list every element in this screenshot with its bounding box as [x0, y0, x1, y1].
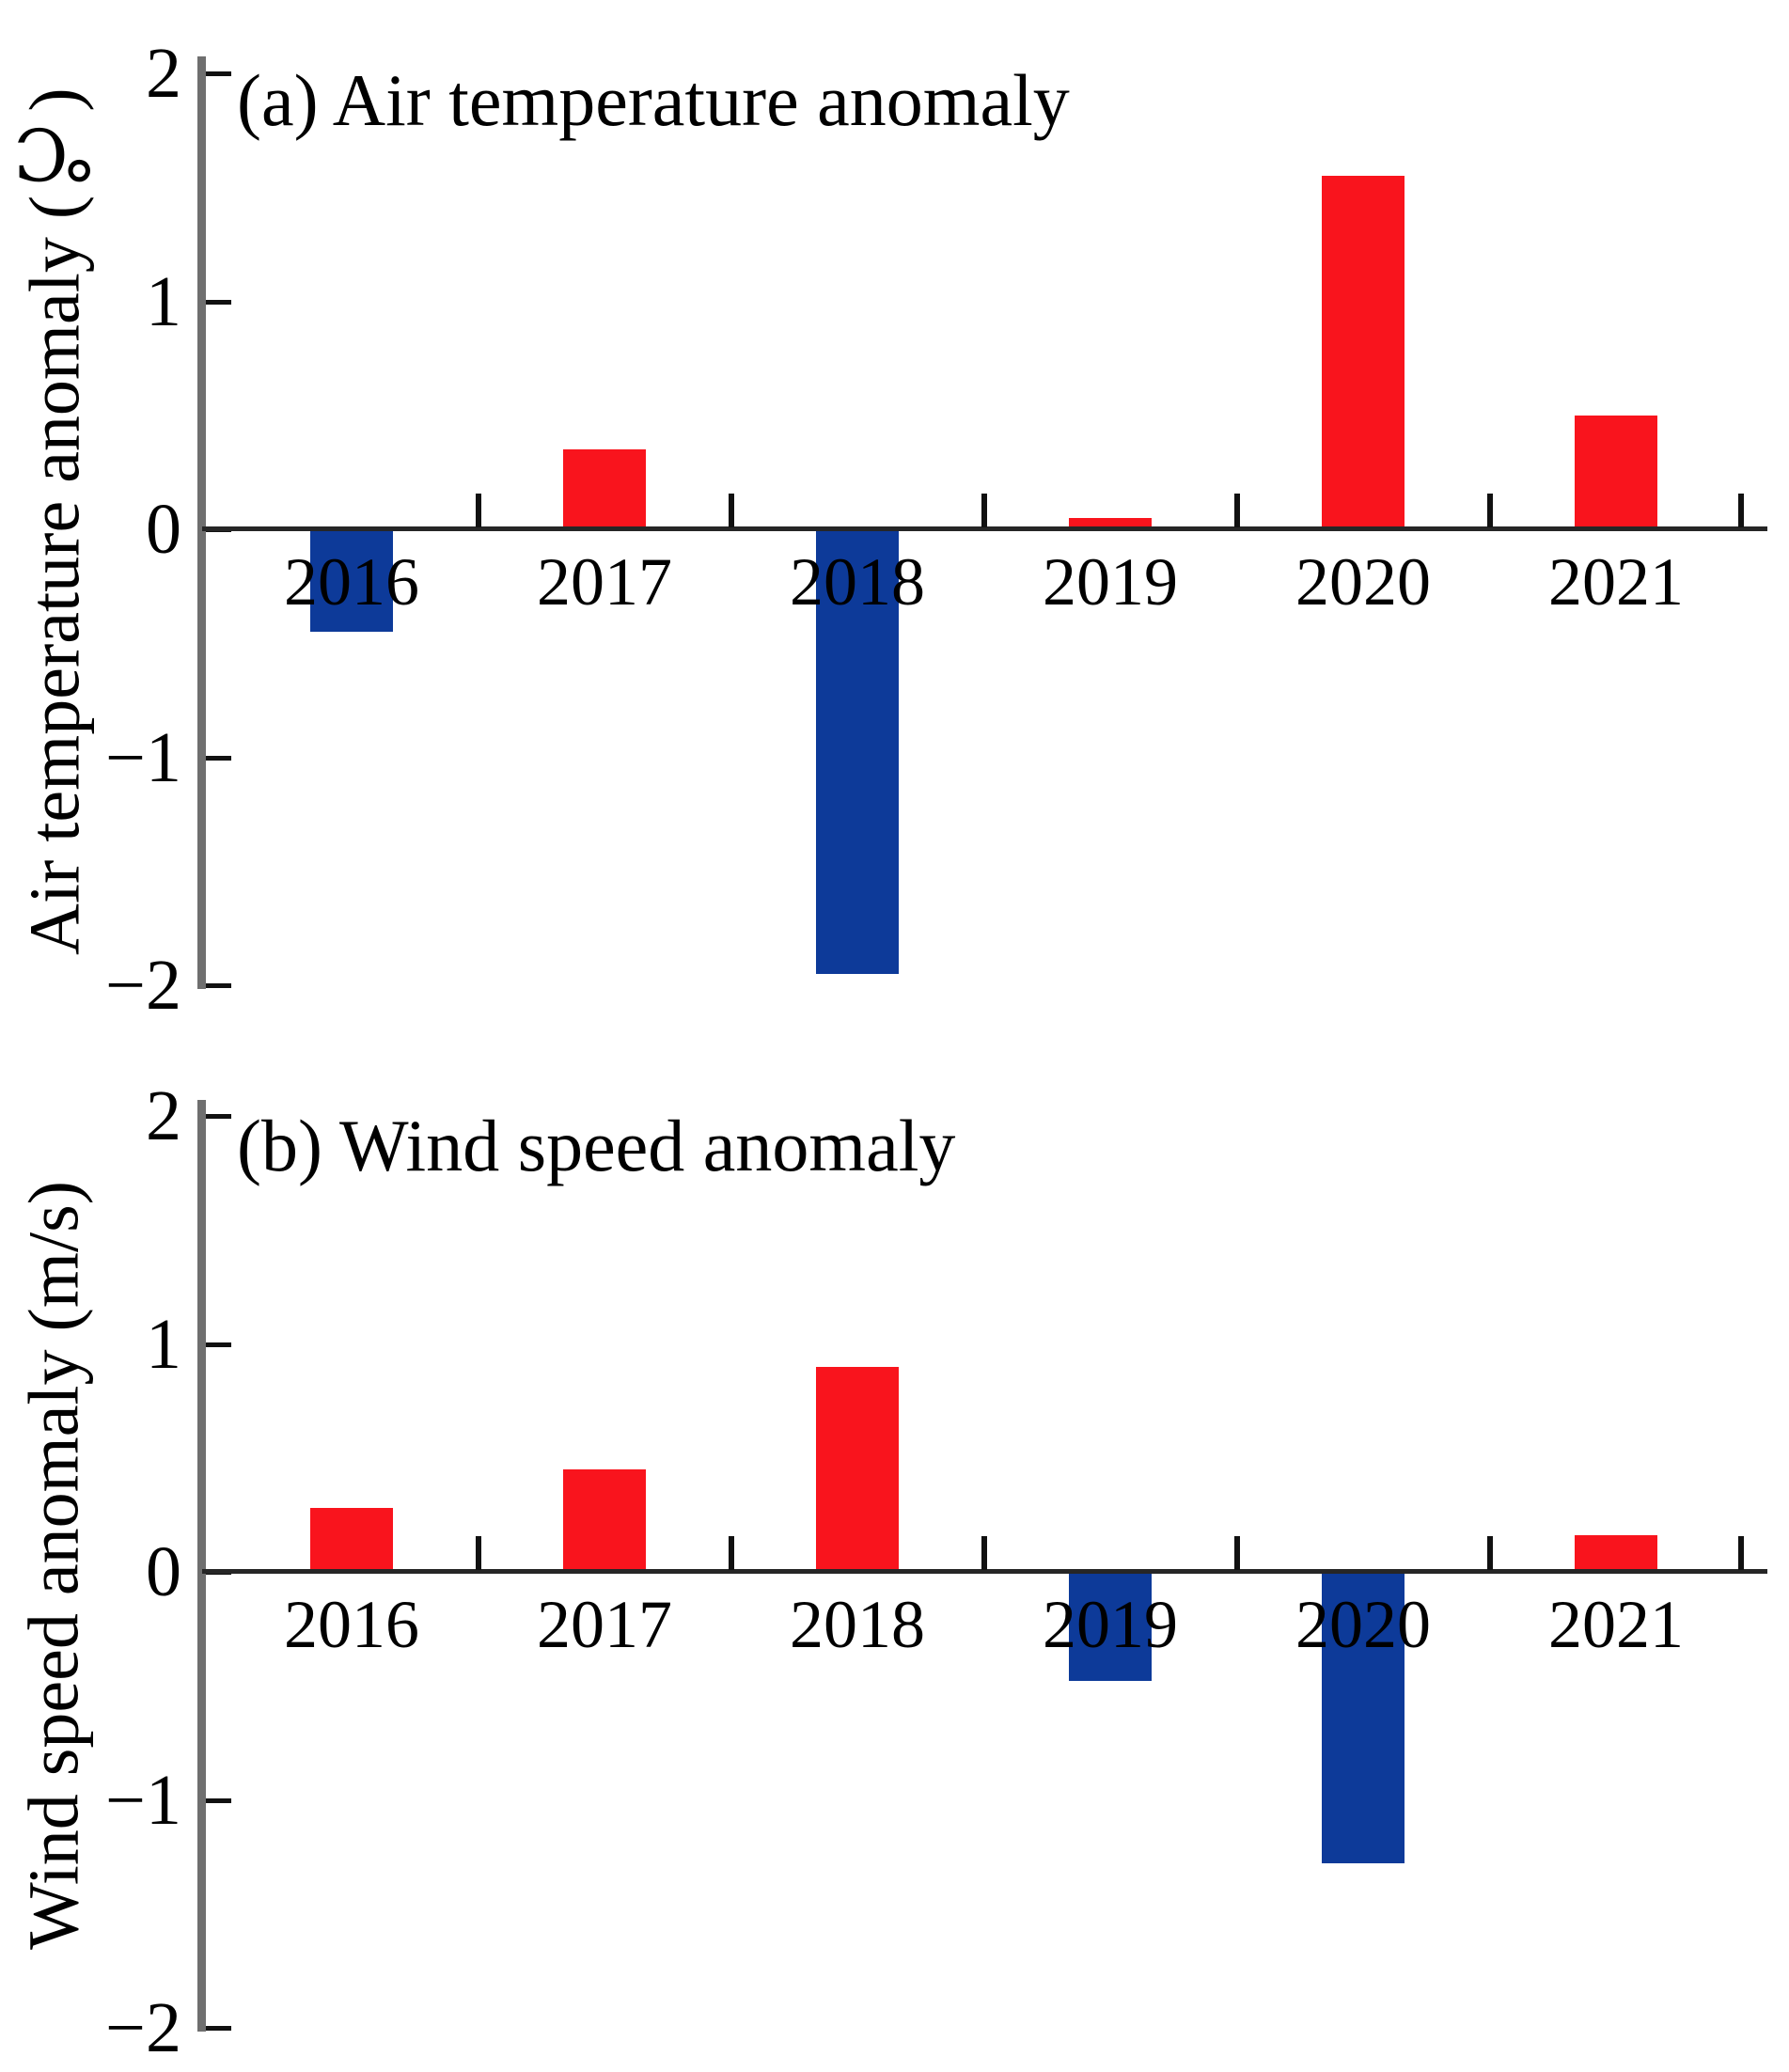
y-tick-label: 2: [146, 1076, 181, 1155]
bar-2018: [816, 529, 899, 974]
x-tick-label-2016: 2016: [284, 1587, 419, 1662]
panel-b-title: (b) Wind speed anomaly: [237, 1105, 956, 1186]
x-axis-tick: [1233, 494, 1240, 527]
bar-2020: [1322, 176, 1405, 529]
x-axis-tick: [475, 494, 481, 527]
x-axis-tick: [1233, 1536, 1240, 1570]
x-axis-baseline: [202, 1569, 1767, 1574]
bar-2019: [1069, 1572, 1152, 1681]
x-axis-tick: [728, 494, 734, 527]
y-tick-label: 2: [146, 34, 181, 113]
bar-2018: [816, 1367, 899, 1572]
x-tick-label-2019: 2019: [1043, 1587, 1178, 1662]
y-axis-tick: [206, 1114, 231, 1119]
bar-2021: [1575, 1535, 1657, 1572]
x-axis-tick: [1486, 494, 1493, 527]
x-axis-tick: [1738, 1536, 1744, 1570]
bar-2020: [1322, 1572, 1405, 1863]
bar-2017: [563, 449, 646, 529]
x-tick-label-2017: 2017: [537, 1587, 672, 1662]
y-tick-label: 0: [146, 1532, 181, 1611]
x-tick-label-2020: 2020: [1295, 1587, 1431, 1662]
y-tick-label: −2: [105, 1988, 181, 2067]
x-tick-label-2021: 2021: [1548, 1587, 1684, 1662]
panel-a-y-axis-label: Air temperature anomaly (℃): [15, 87, 95, 956]
y-tick-label: −1: [105, 717, 181, 797]
x-axis-tick: [981, 494, 987, 527]
y-tick-label: −2: [105, 946, 181, 1025]
y-tick-label: 0: [146, 490, 181, 569]
y-tick-label: 1: [146, 261, 181, 341]
x-axis-tick: [1486, 1536, 1493, 1570]
bar-2021: [1575, 416, 1657, 529]
y-axis-tick: [206, 1342, 231, 1347]
x-tick-label-2021: 2021: [1548, 544, 1684, 620]
y-axis-line: [197, 1100, 206, 2032]
panel-b-y-axis-label: Wind speed anomaly (m/s): [14, 1181, 94, 1950]
x-axis-tick: [981, 1536, 987, 1570]
y-axis-tick: [206, 71, 231, 76]
x-axis-tick: [728, 1536, 734, 1570]
y-tick-label: −1: [105, 1760, 181, 1840]
y-axis-line: [197, 56, 206, 989]
x-axis-tick: [475, 1536, 481, 1570]
bar-2017: [563, 1469, 646, 1572]
x-tick-label-2017: 2017: [537, 544, 672, 620]
bar-2016: [310, 1508, 393, 1572]
x-tick-label-2019: 2019: [1043, 544, 1178, 620]
x-axis-baseline: [202, 526, 1767, 531]
y-axis-tick: [206, 2026, 231, 2031]
x-tick-label-2016: 2016: [284, 544, 419, 620]
x-axis-tick: [1738, 494, 1744, 527]
y-tick-label: 1: [146, 1304, 181, 1384]
x-tick-label-2020: 2020: [1295, 544, 1431, 620]
y-axis-tick: [206, 299, 231, 305]
y-axis-tick: [206, 1797, 231, 1803]
x-tick-label-2018: 2018: [790, 544, 925, 620]
x-tick-label-2018: 2018: [790, 1587, 925, 1662]
y-axis-tick: [206, 983, 231, 988]
y-axis-tick: [206, 755, 231, 761]
panel-a-title: (a) Air temperature anomaly: [237, 59, 1070, 141]
bar-2016: [310, 529, 393, 632]
